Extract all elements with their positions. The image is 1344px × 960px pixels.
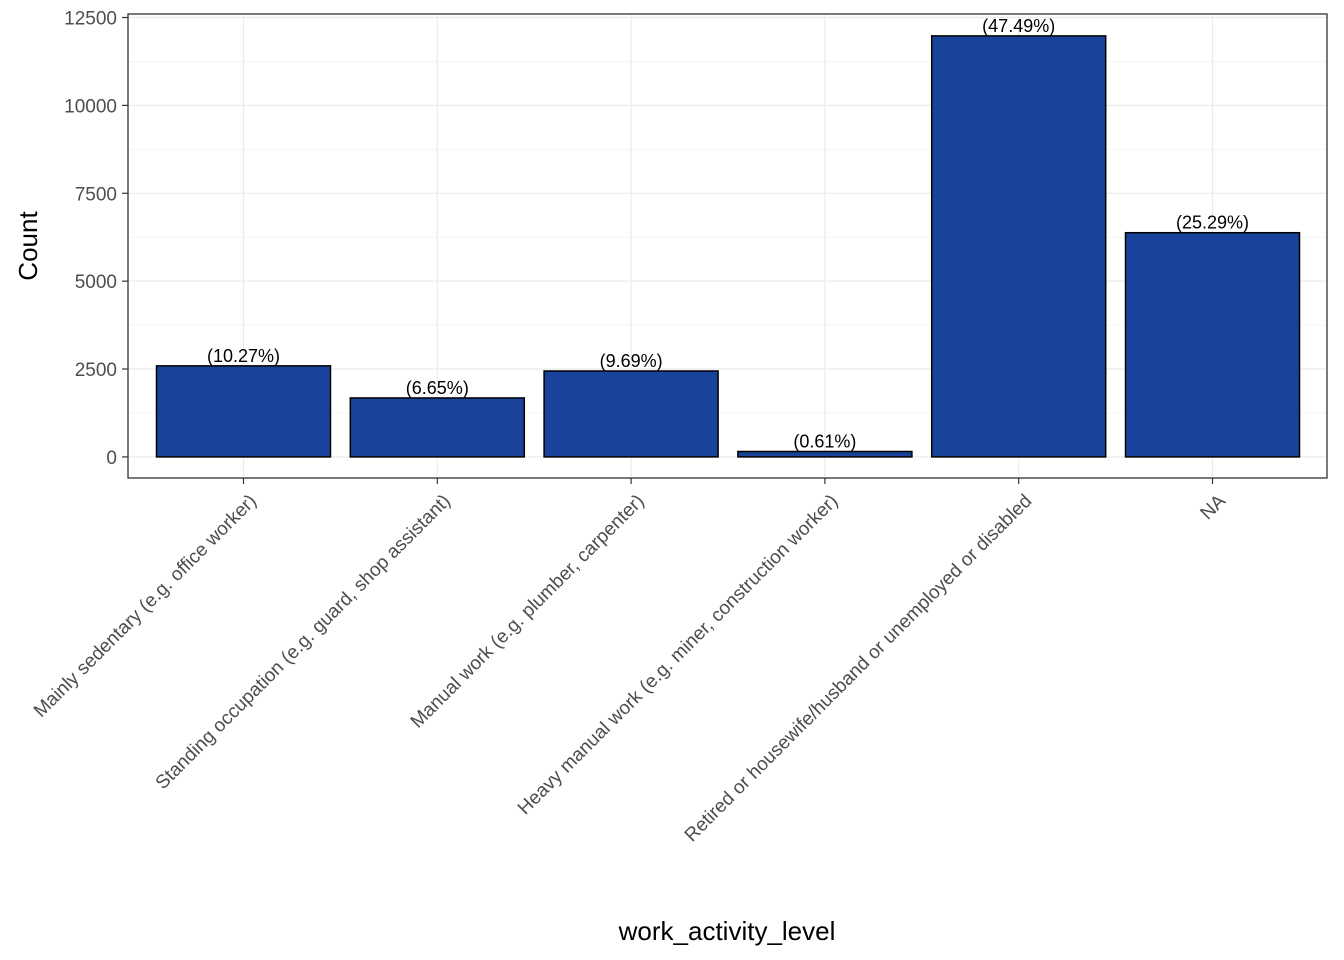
bars: [155, 35, 1301, 458]
y-tick-label: 0: [106, 448, 117, 469]
x-axis: Mainly sedentary (e.g. office worker)Sta…: [30, 478, 1230, 846]
x-tick-label: Manual work (e.g. plumber, carpenter): [407, 491, 649, 733]
bar-labels: (10.27%) (6.65%) (9.69%) (0.61%) (47.49%) (25…: [207, 16, 1249, 452]
bar: [543, 370, 719, 458]
bar: [930, 35, 1107, 458]
x-tick-label: NA: [1197, 490, 1231, 524]
bar-data-label: (10.27%): [207, 346, 280, 366]
bar-data-label: (25.29%): [1176, 213, 1249, 233]
bar: [155, 365, 332, 458]
bar-data-label: (6.65%): [406, 378, 469, 398]
x-tick-label: Retired or housewife/husband or unemploy…: [681, 491, 1036, 846]
y-tick-label: 10000: [64, 96, 117, 117]
bar-data-label: (9.69%): [600, 351, 663, 371]
x-axis-title: work_activity_level: [618, 916, 836, 946]
bar: [737, 450, 913, 458]
y-tick-label: 7500: [75, 184, 117, 205]
y-axis-title: Count: [13, 211, 43, 281]
x-tick-label: Standing occupation (e.g. guard, shop as…: [152, 491, 455, 794]
y-tick-label: 2500: [75, 360, 117, 381]
x-tick-label: Heavy manual work (e.g. miner, construct…: [514, 491, 842, 819]
x-tick-label: Mainly sedentary (e.g. office worker): [30, 491, 261, 722]
bar-data-label: (0.61%): [793, 431, 856, 451]
bar: [1124, 231, 1301, 458]
bar-data-label: (47.49%): [982, 16, 1055, 36]
y-axis: 0 2500 5000 7500 10000 12500: [64, 9, 128, 469]
panel-border: [127, 13, 1328, 479]
y-tick-label: 12500: [64, 9, 117, 30]
bar: [349, 397, 526, 458]
y-tick-label: 5000: [75, 272, 117, 293]
